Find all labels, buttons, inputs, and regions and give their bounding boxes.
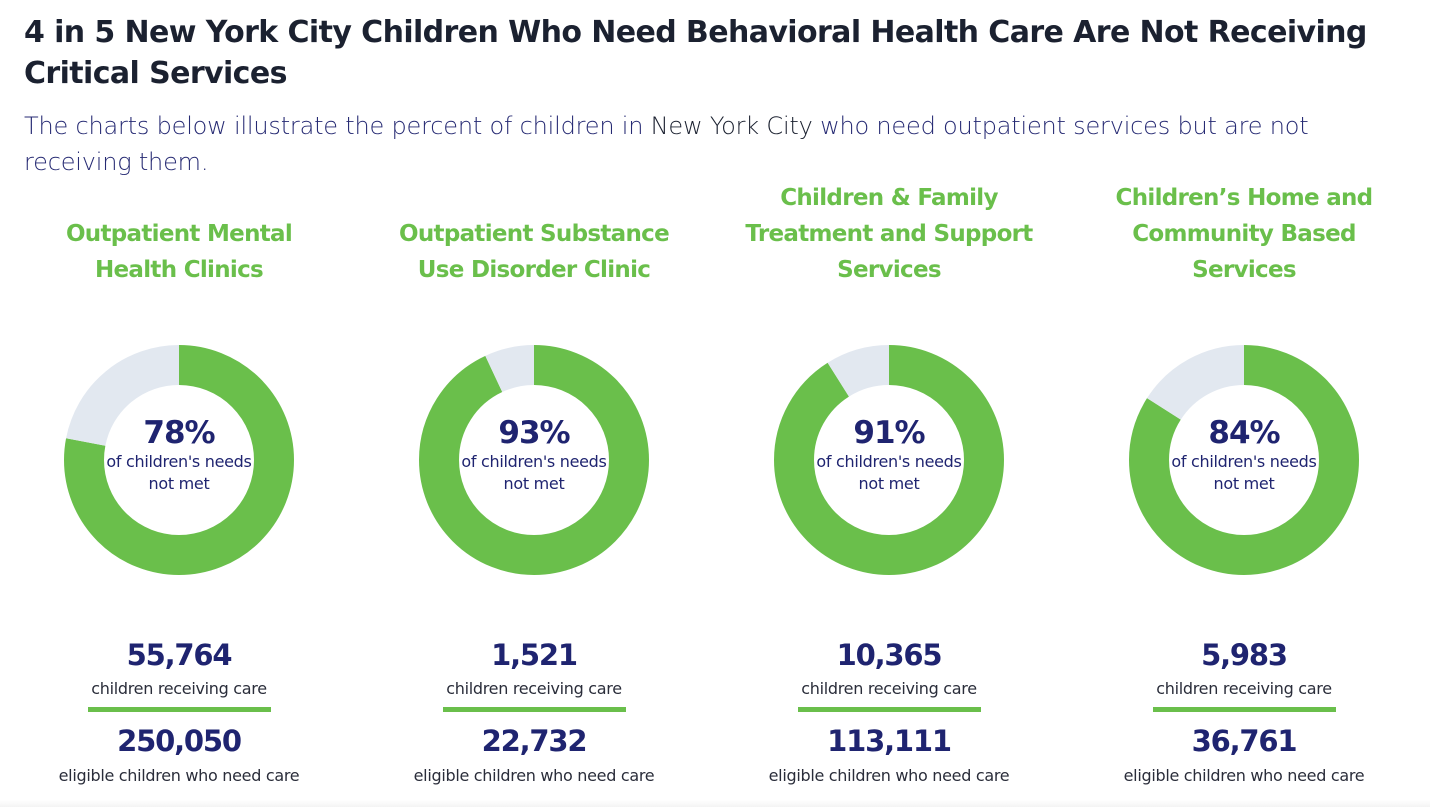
chart-column: Children & Family Treatment and Support … xyxy=(739,180,1039,800)
receiving-label: children receiving care xyxy=(446,679,622,698)
eligible-count: 36,761 xyxy=(1191,724,1298,758)
receiving-count: 5,983 xyxy=(1201,638,1288,672)
donut-chart xyxy=(774,345,1004,575)
divider-line xyxy=(798,707,981,712)
receiving-count: 55,764 xyxy=(126,638,233,672)
receiving-count: 10,365 xyxy=(836,638,943,672)
percent-value: 93% xyxy=(498,415,570,451)
eligible-label: eligible children who need care xyxy=(413,766,655,785)
donut-slice-met xyxy=(419,345,649,575)
chart-column: Children’s Home and Community Based Serv… xyxy=(1094,180,1394,800)
chart-title: Children’s Home and Community Based Serv… xyxy=(1115,185,1374,283)
percent-label: of children's needs not met xyxy=(816,452,962,493)
percent-value: 91% xyxy=(853,415,925,451)
footer-shade xyxy=(0,800,1430,807)
percent-label: of children's needs not met xyxy=(461,452,607,493)
receiving-label: children receiving care xyxy=(1156,679,1332,698)
chart-title: Outpatient Mental Health Clinics xyxy=(65,221,293,283)
donut-center: 93% of children's needs not met xyxy=(419,415,649,495)
chart-title: Outpatient Substance Use Disorder Clinic xyxy=(399,221,670,283)
page-title: 4 in 5 New York City Children Who Need B… xyxy=(24,15,1367,91)
page-subtitle: The charts below illustrate the percent … xyxy=(24,108,1414,180)
percent-label: of children's needs not met xyxy=(106,452,252,493)
eligible-label: eligible children who need care xyxy=(58,766,300,785)
donut-chart xyxy=(419,345,649,575)
eligible-count: 113,111 xyxy=(827,724,952,758)
chart-title: Children & Family Treatment and Support … xyxy=(745,185,1033,283)
percent-label: of children's needs not met xyxy=(1171,452,1317,493)
donut-slice-met xyxy=(64,345,294,575)
eligible-label: eligible children who need care xyxy=(768,766,1010,785)
eligible-count: 22,732 xyxy=(481,724,588,758)
donut-chart xyxy=(1129,345,1359,575)
divider-line xyxy=(88,707,271,712)
eligible-label: eligible children who need care xyxy=(1123,766,1365,785)
subtitle-text-1: The charts below illustrate the percent … xyxy=(24,112,651,140)
eligible-count: 250,050 xyxy=(117,724,242,758)
divider-line xyxy=(443,707,626,712)
donut-center: 91% of children's needs not met xyxy=(774,415,1004,495)
chart-column: Outpatient Mental Health Clinics 78% of ch… xyxy=(29,180,329,800)
receiving-label: children receiving care xyxy=(801,679,977,698)
percent-value: 84% xyxy=(1208,415,1280,451)
donut-center: 78% of children's needs not met xyxy=(64,415,294,495)
divider-line xyxy=(1153,707,1336,712)
donut-slice-met xyxy=(1129,345,1359,575)
donut-chart xyxy=(64,345,294,575)
receiving-count: 1,521 xyxy=(491,638,578,672)
subtitle-text-2: who need outpatient services but are not… xyxy=(24,112,1309,176)
donut-slice-met xyxy=(774,345,1004,575)
donut-center: 84% of children's needs not met xyxy=(1129,415,1359,495)
chart-column: Outpatient Substance Use Disorder Clinic… xyxy=(384,180,684,800)
receiving-label: children receiving care xyxy=(91,679,267,698)
subtitle-city: New York City xyxy=(650,112,813,140)
percent-value: 78% xyxy=(143,415,215,451)
